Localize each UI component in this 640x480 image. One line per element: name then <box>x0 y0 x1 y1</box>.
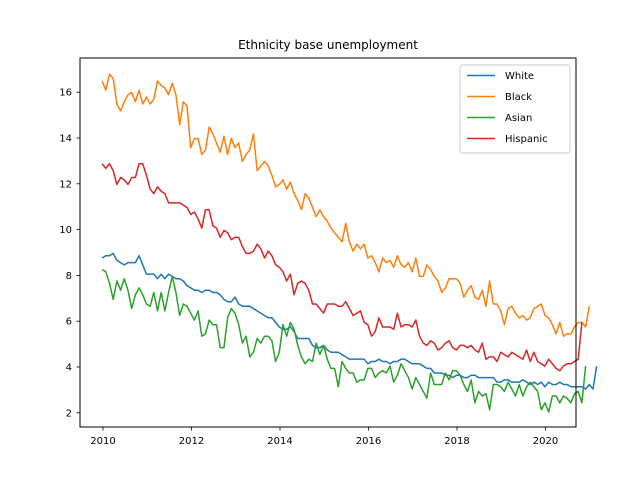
y-tick-4: 4 <box>66 363 80 374</box>
y-tick-8: 8 <box>66 271 80 282</box>
legend-box <box>459 64 571 154</box>
y-tick-label: 4 <box>66 363 72 374</box>
y-tick-label: 12 <box>59 179 72 190</box>
legend-label: Asian <box>505 113 532 124</box>
x-axis: 2010 2012 2014 2016 2018 2020 <box>90 427 558 447</box>
x-tick-2020: 2020 <box>533 427 558 447</box>
y-tick-16: 16 <box>59 88 80 99</box>
x-tick-label: 2020 <box>533 436 558 447</box>
x-tick-label: 2014 <box>267 436 292 447</box>
y-tick-14: 14 <box>59 134 80 145</box>
chart-title: Ethnicity base unemployment <box>238 38 418 52</box>
legend: White Black Asian Hispanic <box>459 64 571 154</box>
y-tick-label: 14 <box>59 134 72 145</box>
legend-label: White <box>505 71 534 82</box>
legend-entry-asian: Asian <box>467 113 532 124</box>
x-tick-2010: 2010 <box>90 427 116 447</box>
y-tick-6: 6 <box>66 317 80 328</box>
series-line-white <box>101 252 598 390</box>
series-layer <box>101 73 598 413</box>
series-line-asian <box>101 268 587 413</box>
y-tick-10: 10 <box>59 225 80 236</box>
y-tick-2: 2 <box>66 408 80 419</box>
y-tick-label: 8 <box>66 271 72 282</box>
x-tick-label: 2010 <box>90 436 115 447</box>
x-tick-label: 2018 <box>444 436 469 447</box>
legend-entry-black: Black <box>467 92 532 103</box>
axes-frame <box>79 57 577 428</box>
legend-label: Hispanic <box>505 134 548 145</box>
x-tick-label: 2012 <box>179 436 204 447</box>
legend-label: Black <box>505 92 532 103</box>
y-tick-label: 6 <box>66 317 72 328</box>
x-tick-2014: 2014 <box>267 427 293 447</box>
y-tick-label: 10 <box>59 225 72 236</box>
series-line-black <box>101 73 591 337</box>
x-tick-2018: 2018 <box>444 427 470 447</box>
x-tick-label: 2016 <box>356 436 381 447</box>
legend-entry-white: White <box>467 71 534 82</box>
y-tick-label: 2 <box>66 408 72 419</box>
x-tick-2016: 2016 <box>356 427 381 447</box>
y-tick-label: 16 <box>59 88 72 99</box>
series-line-hispanic <box>101 163 583 372</box>
legend-entry-hispanic: Hispanic <box>467 134 548 145</box>
y-axis: 2 4 6 8 10 12 14 16 <box>59 88 80 419</box>
y-tick-12: 12 <box>59 179 80 190</box>
x-tick-2012: 2012 <box>179 427 204 447</box>
